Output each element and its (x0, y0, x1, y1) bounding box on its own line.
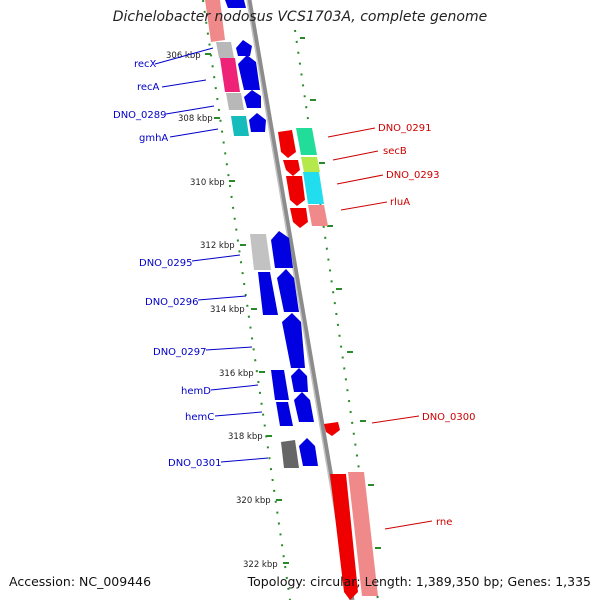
gene-arrow-secB (283, 160, 300, 176)
gene-arrow-gmhA (249, 113, 266, 132)
gene-arrow-DNO-0301 (299, 438, 318, 466)
ruler-label: 316 kbp (219, 369, 254, 379)
genome-summary-text: Topology: circular; Length: 1,389,350 bp… (247, 574, 591, 589)
accession-text: Accession: NC_009446 (9, 574, 152, 589)
genome-backbone-shadow (246, 0, 351, 600)
gene-label-hemC: hemC (185, 412, 214, 423)
forward-cog-blocks (205, 0, 299, 468)
reverse-ticks (300, 37, 381, 549)
ruler-label: 310 kbp (190, 178, 225, 188)
gene-label-DNO-0300: DNO_0300 (422, 412, 476, 423)
gene-arrow-DNO-0296a (258, 272, 278, 315)
gene-arrow-DNO-0295 (271, 231, 293, 268)
ruler-label: 314 kbp (210, 305, 245, 315)
reverse-cog-blocks (296, 128, 378, 596)
gene-arrow-recX (225, 0, 246, 8)
gene-arrow-DNO-0296b (277, 269, 299, 312)
forward-gene-labels: recX recA DNO_0289 gmhA DNO_0295 DNO_029… (113, 47, 269, 469)
gene-arrow-hemD (271, 370, 289, 400)
forward-gene-arrows (225, 0, 318, 466)
gene-label-recX: recX (134, 59, 157, 70)
gene-label-DNO-0291: DNO_0291 (378, 123, 432, 134)
map-title: Dichelobacter nodosus VCS1703A, complete… (112, 9, 488, 25)
ruler-label: 320 kbp (236, 496, 271, 506)
gene-arrow-rluA (290, 208, 308, 228)
ruler-label: 322 kbp (243, 560, 278, 570)
gene-arrow-DNO-0300 (324, 422, 340, 436)
gene-label-DNO-0295: DNO_0295 (139, 258, 193, 269)
gene-arrow-DNO-0297 (282, 313, 305, 368)
ruler-label: 318 kbp (228, 432, 263, 442)
reverse-gene-arrows (278, 130, 358, 600)
gene-arrow-DNO-0289 (244, 90, 261, 108)
gene-arrow-recX (236, 40, 252, 56)
gene-arrow-rne (330, 474, 358, 600)
gene-label-DNO-0293: DNO_0293 (386, 170, 440, 181)
gene-arrow-recA (238, 55, 260, 90)
gene-label-rne: rne (436, 517, 452, 528)
reverse-gene-labels: DNO_0291 secB DNO_0293 rluA DNO_0300 rne (327, 123, 476, 530)
gene-arrow-hemD (291, 368, 308, 392)
gene-label-recA: recA (137, 82, 160, 93)
gene-label-DNO-0289: DNO_0289 (113, 110, 167, 121)
gene-arrow-DNO-0291 (278, 130, 296, 158)
gene-label-DNO-0301: DNO_0301 (168, 458, 222, 469)
gene-label-gmhA: gmhA (139, 133, 168, 144)
gene-label-DNO-0297: DNO_0297 (153, 347, 207, 358)
gene-label-rluA: rluA (390, 197, 410, 208)
gene-arrow-hemC (294, 392, 314, 422)
gene-arrow-DNO-0293 (286, 176, 305, 206)
ruler-label: 312 kbp (200, 241, 235, 251)
gene-label-DNO-0296: DNO_0296 (145, 297, 199, 308)
gene-arrow-hemC (276, 402, 293, 426)
gene-label-hemD: hemD (181, 386, 211, 397)
ruler-label: 308 kbp (178, 114, 213, 124)
gene-label-secB: secB (383, 146, 407, 157)
